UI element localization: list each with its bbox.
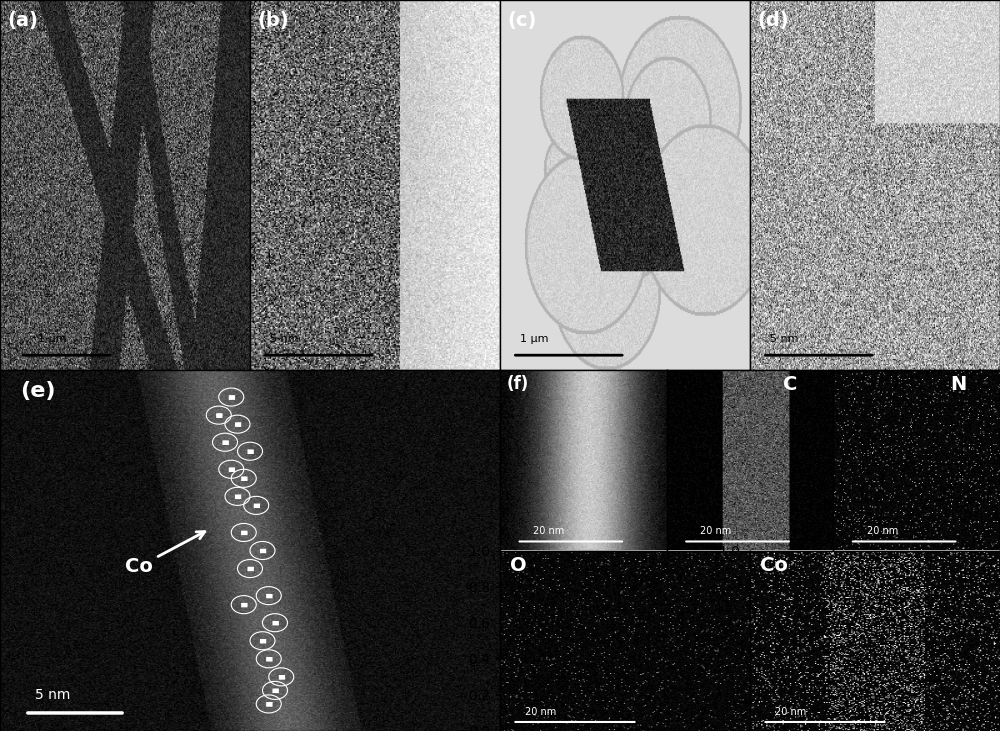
Text: 20 nm: 20 nm [775, 707, 806, 716]
Text: 1 μm: 1 μm [520, 334, 548, 344]
Text: 1 μm: 1 μm [38, 334, 66, 344]
Text: Co: Co [760, 556, 788, 575]
Text: (b): (b) [258, 11, 289, 30]
Text: (f): (f) [507, 376, 529, 393]
Text: 5 nm: 5 nm [770, 334, 798, 344]
Text: C: C [783, 376, 798, 395]
Text: (c): (c) [508, 11, 537, 30]
Text: Co: Co [125, 531, 205, 576]
Text: (a): (a) [8, 11, 38, 30]
Text: N: N [950, 376, 966, 395]
Text: (d): (d) [758, 11, 789, 30]
Text: 5 nm: 5 nm [270, 334, 298, 344]
Text: 20 nm: 20 nm [533, 526, 565, 536]
Text: 20 nm: 20 nm [867, 526, 898, 536]
Text: 20 nm: 20 nm [525, 707, 556, 716]
Text: 5 nm: 5 nm [35, 688, 70, 702]
Text: O: O [510, 556, 527, 575]
Text: (e): (e) [20, 381, 56, 401]
Text: 20 nm: 20 nm [700, 526, 731, 536]
